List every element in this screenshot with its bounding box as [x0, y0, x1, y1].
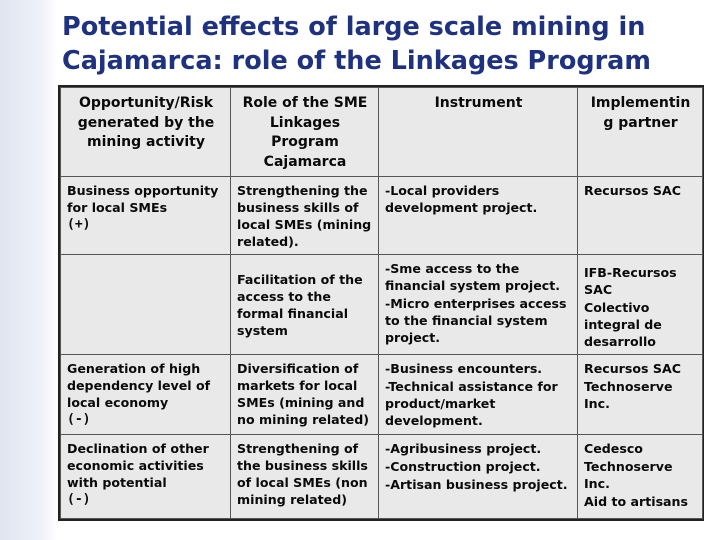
table-row: Facilitation of the access to the formal…: [60, 254, 703, 355]
opportunity-sign: (-): [67, 492, 91, 507]
title-line-2: Cajamarca: role of the Linkages Program: [62, 46, 651, 76]
opportunity-sign: (+): [67, 217, 91, 232]
instrument-item: -Sme access to the financial system proj…: [385, 261, 561, 293]
opportunity-text: Business opportunity for local SMEs: [67, 183, 219, 215]
role-cell: Diversification of markets for local SME…: [230, 354, 379, 435]
instrument-item: -Agribusiness project.: [385, 441, 542, 456]
page-title: Potential effects of large scale mining …: [62, 10, 712, 78]
table-row: Generation of high dependency level of l…: [60, 354, 703, 435]
partner-item: Recursos SAC: [584, 361, 681, 376]
side-gradient-band: [0, 0, 58, 540]
partner-item: Aid to artisans: [584, 494, 689, 509]
partner-item: Technoserve Inc.: [584, 459, 673, 491]
instrument-cell: -Business encounters. -Technical assista…: [378, 354, 578, 435]
partner-item: Recursos SAC: [584, 183, 681, 198]
header-opportunity: Opportunity/Risk generated by the mining…: [60, 87, 231, 177]
header-role: Role of the SME Linkages Program Cajamar…: [230, 87, 379, 177]
header-partner: Implementin g partner: [577, 87, 703, 177]
instrument-cell: -Sme access to the financial system proj…: [378, 254, 578, 355]
partner-item: Cedesco: [584, 441, 643, 456]
instrument-item: -Technical assistance for product/market…: [385, 379, 558, 428]
partner-item: Technoserve Inc.: [584, 379, 673, 411]
opportunity-cell: [60, 254, 231, 355]
role-cell: Strengthening the business skills of loc…: [230, 176, 379, 255]
table-row: Business opportunity for local SMEs (+) …: [60, 176, 703, 255]
opportunity-sign: (-): [67, 412, 91, 427]
role-cell: Strengthening of the business skills of …: [230, 434, 379, 519]
table-header-row: Opportunity/Risk generated by the mining…: [60, 87, 703, 177]
instrument-cell: -Local providers development project.: [378, 176, 578, 255]
instrument-item: -Business encounters.: [385, 361, 543, 376]
partner-item: Colectivo integral de desarrollo: [584, 300, 662, 349]
role-cell: Facilitation of the access to the formal…: [230, 254, 379, 355]
instrument-item: -Artisan business project.: [385, 477, 568, 492]
partner-cell: Cedesco Technoserve Inc. Aid to artisans: [577, 434, 703, 519]
title-line-1: Potential effects of large scale mining …: [62, 12, 646, 42]
opportunity-cell: Declination of other economic activities…: [60, 434, 231, 519]
partner-cell: Recursos SAC Technoserve Inc.: [577, 354, 703, 435]
instrument-item: -Local providers development project.: [385, 183, 538, 215]
opportunity-text: Generation of high dependency level of l…: [67, 361, 211, 410]
instrument-item: -Micro enterprises access to the financi…: [385, 296, 567, 345]
header-instrument: Instrument: [378, 87, 578, 177]
partner-cell: Recursos SAC: [577, 176, 703, 255]
opportunity-text: Declination of other economic activities…: [67, 441, 209, 490]
linkages-table: Opportunity/Risk generated by the mining…: [58, 85, 704, 521]
instrument-item: -Construction project.: [385, 459, 541, 474]
table-row: Declination of other economic activities…: [60, 434, 703, 519]
opportunity-cell: Generation of high dependency level of l…: [60, 354, 231, 435]
opportunity-cell: Business opportunity for local SMEs (+): [60, 176, 231, 255]
partner-cell: IFB-Recursos SAC Colectivo integral de d…: [577, 254, 703, 355]
instrument-cell: -Agribusiness project. -Construction pro…: [378, 434, 578, 519]
partner-item: IFB-Recursos SAC: [584, 265, 677, 297]
